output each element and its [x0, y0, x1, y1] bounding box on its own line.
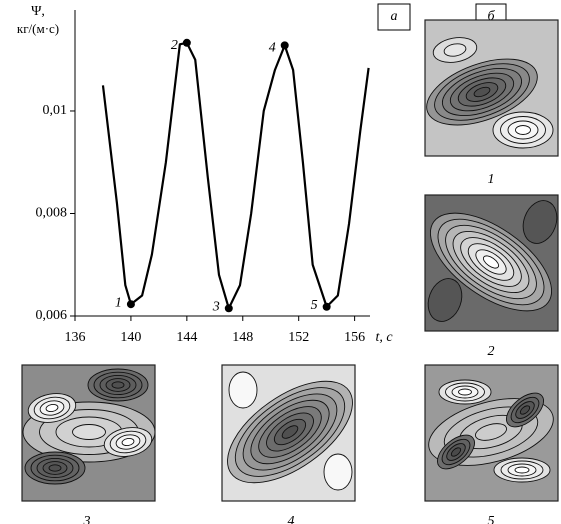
contour	[323, 453, 353, 491]
contour-panel	[221, 364, 356, 502]
contour	[443, 43, 467, 57]
marker	[224, 304, 233, 313]
contour-panel	[424, 364, 559, 502]
x-tick-label: 140	[120, 330, 141, 345]
contour	[522, 200, 558, 244]
panel-frame	[424, 194, 559, 332]
panel-frame	[424, 19, 559, 157]
contour	[45, 403, 59, 413]
y-tick-label: 0,008	[36, 206, 68, 221]
marker-label: 1	[115, 295, 122, 310]
x-tick-label: 144	[176, 330, 197, 345]
panel-label-box	[377, 3, 411, 31]
panel-frame	[221, 364, 356, 502]
contour	[228, 371, 258, 409]
marker	[280, 41, 289, 50]
x-tick-label: 156	[344, 330, 365, 345]
marker-label: 2	[171, 38, 178, 53]
x-tick-label: 136	[65, 330, 86, 345]
x-axis-label: t, с	[375, 330, 393, 345]
contour-field	[425, 20, 558, 156]
marker	[126, 300, 135, 309]
marker-label: 5	[311, 298, 318, 313]
panel-caption: 1	[488, 172, 495, 187]
contour-field	[22, 365, 155, 501]
contour-panel	[424, 19, 559, 157]
contour-field	[425, 195, 558, 331]
marker	[182, 38, 191, 47]
marker-label: 3	[212, 300, 220, 315]
contour	[514, 466, 530, 474]
contour	[458, 388, 472, 396]
contour	[515, 125, 531, 135]
y-tick-label: 0,006	[36, 308, 68, 323]
panel-label: б	[487, 9, 495, 24]
contour	[473, 86, 491, 98]
contour	[281, 425, 299, 439]
contour	[519, 405, 531, 415]
contour	[121, 437, 135, 447]
contour	[111, 381, 125, 389]
contour	[450, 447, 462, 457]
panel-frame	[424, 364, 559, 502]
y-tick-label: 0,01	[43, 103, 68, 118]
contour	[72, 424, 106, 440]
contour	[48, 464, 62, 472]
x-tick-label: 148	[232, 330, 253, 345]
panel-label: а	[391, 9, 398, 24]
contour	[482, 255, 500, 269]
panel-frame	[21, 364, 156, 502]
marker	[322, 302, 331, 311]
contour-field	[222, 365, 355, 501]
contour-panel	[424, 194, 559, 332]
panel-caption: 4	[288, 514, 295, 524]
contour-panel	[21, 364, 156, 502]
marker-label: 4	[269, 41, 276, 56]
contour	[474, 423, 508, 441]
y-axis-unit: кг/(м·с)	[17, 21, 59, 36]
x-tick-label: 152	[288, 330, 309, 345]
panel-caption: 3	[83, 514, 91, 524]
panel-caption: 5	[488, 514, 495, 524]
line	[101, 41, 370, 310]
contour	[427, 278, 463, 322]
y-axis-label: Ψ,	[31, 4, 45, 19]
panel-caption: 2	[488, 344, 495, 359]
contour-field	[425, 365, 558, 501]
